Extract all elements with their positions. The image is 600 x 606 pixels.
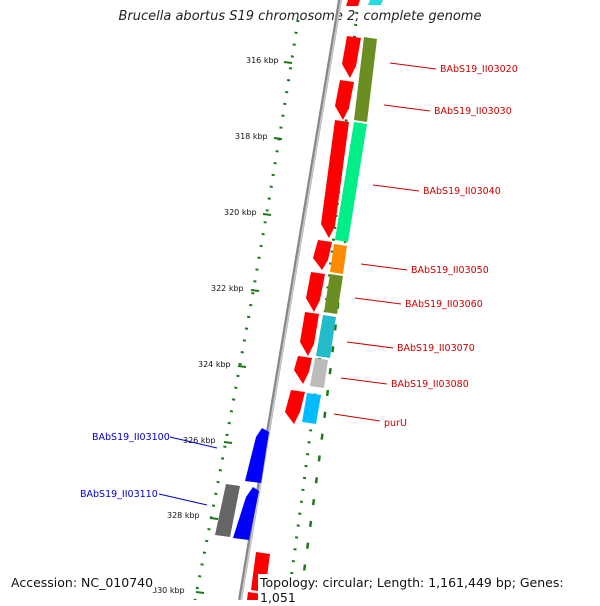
ruler: 316 kbp 318 kbp 320 kbp 322 kbp 324 kbp … [152,56,293,595]
ruler-label: 326 kbp [183,436,216,445]
accession-label: Accession: NC_010740 [9,574,156,591]
gene-label: purU [384,418,407,429]
forward-cds-track [247,0,361,600]
ruler-label: 320 kbp [224,208,257,217]
gene-label: BAbS19_II03030 [434,106,512,117]
ruler-label: 316 kbp [246,56,279,65]
ruler-label: 318 kbp [235,132,268,141]
reverse-gene-labels: BAbS19_II03100 BAbS19_II03110 [80,432,218,506]
ruler-label: 322 kbp [211,284,244,293]
gene-label: BAbS19_II03080 [391,379,469,390]
forward-gene-labels: BAbS19_II03020 BAbS19_II03030 BAbS19_II0… [333,62,518,429]
gene-label: BAbS19_II03040 [423,186,501,197]
backbone-highlight [240,0,342,600]
ruler-label: 328 kbp [167,511,200,520]
map-title: Brucella abortus S19 chromosome 2, compl… [118,9,482,24]
gene-label: BAbS19_II03100 [92,432,170,443]
gene-label: BAbS19_II03060 [405,299,483,310]
gene-label: BAbS19_II03050 [411,265,489,276]
inner-tick-ring [193,19,300,600]
gene-label: BAbS19_II03110 [80,489,158,500]
cog-track-forward [302,0,383,424]
gene-label: BAbS19_II03020 [440,64,518,75]
ruler-label: 330 kbp [152,586,185,595]
gene-label: BAbS19_II03070 [397,343,475,354]
reverse-cds-track [215,428,280,600]
ruler-label: 324 kbp [198,360,231,369]
topology-label: Topology: circular; Length: 1,161,449 bp… [258,574,600,606]
backbone-line [238,0,342,600]
